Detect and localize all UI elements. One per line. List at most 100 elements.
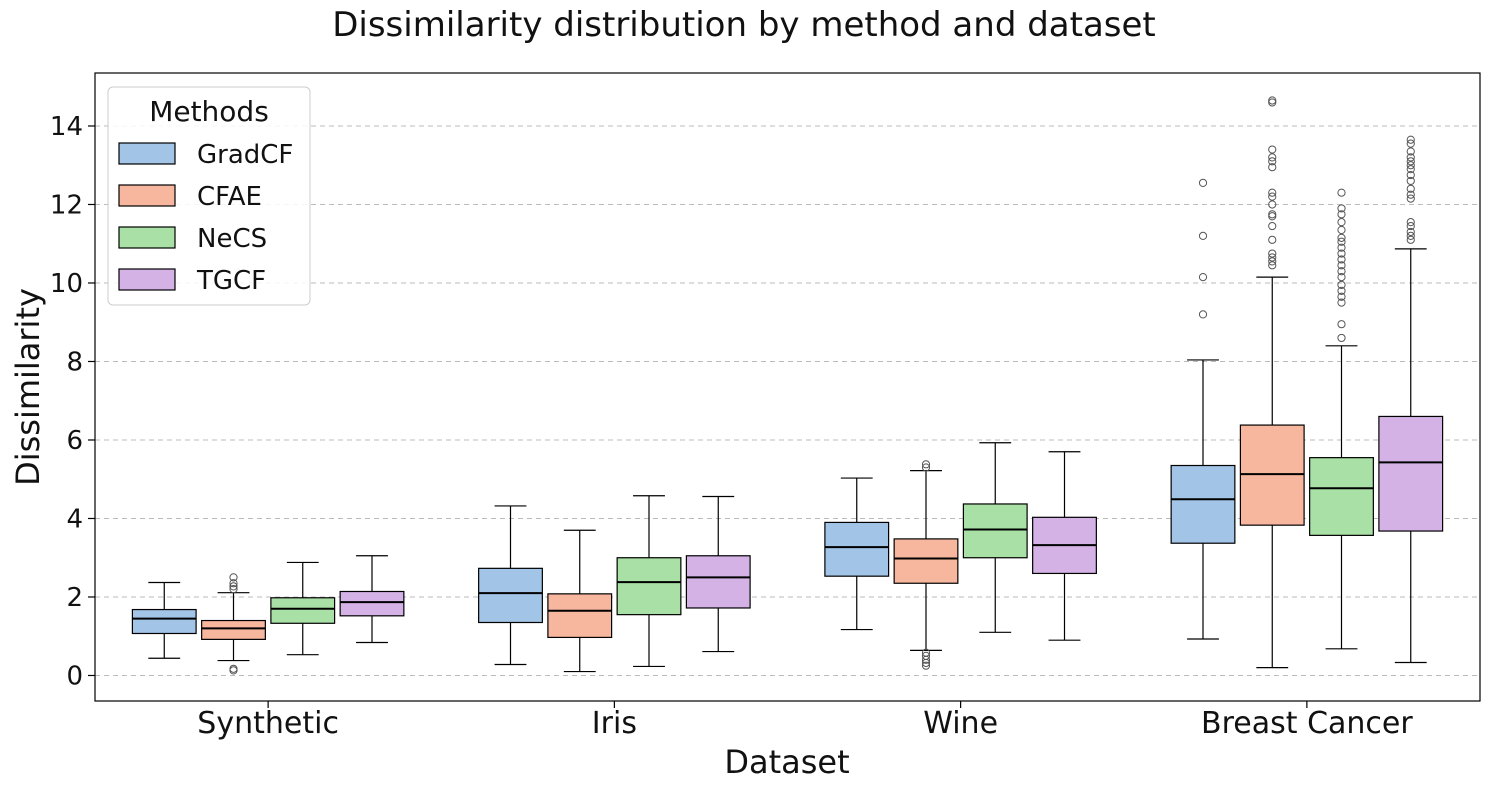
outlier-point [1406, 161, 1415, 170]
boxes [131, 96, 1444, 675]
outlier-point [1268, 210, 1277, 219]
box-necs-breast-cancer [1309, 188, 1374, 650]
box-iqr [616, 557, 682, 616]
x-axis: Synthetic Iris Wine Breast Cancer [197, 701, 1413, 741]
box-iqr [547, 593, 613, 639]
outlier-point [1268, 253, 1277, 262]
outlier-point [1268, 98, 1277, 107]
y-axis-label: Dissimilarity [9, 288, 47, 486]
outlier-point [1406, 139, 1415, 148]
box-tgcf-breast-cancer [1378, 135, 1444, 664]
chart-title: Dissimilarity distribution by method and… [332, 5, 1156, 45]
box-cfae-synthetic [201, 573, 266, 675]
legend-swatch [118, 184, 176, 207]
x-tick-label: Iris [592, 706, 637, 741]
outlier-point [1268, 163, 1277, 172]
outlier-point [1198, 231, 1208, 240]
box-iqr [962, 503, 1028, 559]
outlier-point [1337, 210, 1346, 219]
outlier-point [1406, 165, 1415, 174]
outlier-point [1268, 200, 1277, 209]
outlier-point [1268, 235, 1277, 244]
box-necs-synthetic [270, 561, 336, 656]
plot-frame [94, 72, 1481, 702]
y-tick-label: 12 [50, 190, 83, 220]
outlier-point [1337, 225, 1346, 235]
outlier-point [1337, 280, 1346, 290]
legend: Methods GradCF CFAE NeCS TGCF [107, 86, 311, 306]
y-tick-label: 6 [66, 426, 83, 456]
outlier-point [1268, 212, 1277, 221]
outlier-point [1337, 292, 1346, 301]
box-gradcf-breast-cancer [1170, 178, 1236, 640]
outlier-point [921, 648, 931, 657]
y-axis: 0 2 4 6 8 10 12 14 [50, 112, 95, 691]
outlier-point [1268, 145, 1277, 154]
outlier-point [229, 585, 238, 594]
outlier-point [1268, 257, 1277, 266]
legend-label: TGCF [196, 266, 266, 296]
outlier-point [1337, 237, 1346, 246]
outlier-point [1337, 255, 1346, 264]
x-tick-label: Breast Cancer [1201, 706, 1413, 741]
box-iqr [201, 619, 266, 640]
outlier-point [1337, 243, 1346, 252]
outlier-point [1406, 147, 1415, 156]
box-iqr [478, 567, 543, 624]
y-tick-label: 14 [50, 112, 83, 142]
outlier-point [1406, 235, 1415, 244]
outlier-point [1337, 261, 1346, 270]
box-cfae-wine [893, 460, 959, 670]
outlier-point [1337, 333, 1346, 343]
outlier-point [1198, 273, 1208, 282]
outlier-point [1268, 153, 1277, 162]
legend-item-gradcf: GradCF [118, 140, 293, 170]
x-tick-label: Synthetic [197, 706, 339, 741]
outlier-point [1406, 135, 1415, 144]
legend-swatch [118, 226, 176, 249]
outlier-point [1268, 188, 1277, 197]
outlier-point [1337, 286, 1346, 295]
box-iqr [685, 555, 751, 609]
outlier-point [921, 463, 931, 472]
outlier-point [1268, 96, 1277, 105]
outlier-point [1406, 227, 1415, 237]
outlier-point [1337, 188, 1346, 197]
box-gradcf-synthetic [131, 581, 197, 659]
box-gradcf-iris [478, 505, 543, 666]
legend-frame [107, 86, 311, 306]
outlier-point [1337, 204, 1346, 213]
outlier-point [1406, 153, 1415, 162]
y-tick-label: 10 [50, 269, 83, 299]
outlier-point [1406, 231, 1415, 240]
x-tick-label: Wine [923, 706, 998, 741]
box-iqr [1309, 457, 1374, 536]
legend-swatch [118, 268, 176, 291]
y-tick-label: 8 [66, 347, 83, 377]
box-necs-wine [962, 442, 1028, 633]
outlier-point [229, 579, 238, 588]
box-iqr [339, 590, 405, 617]
legend-swatch [118, 142, 176, 165]
y-tick-label: 2 [66, 583, 83, 613]
outlier-point [1406, 194, 1415, 203]
outlier-point [1406, 157, 1415, 166]
outlier-point [921, 651, 931, 660]
box-tgcf-wine [1032, 451, 1097, 641]
outlier-point [1406, 218, 1415, 227]
legend-label: GradCF [197, 140, 293, 170]
box-iqr [1378, 415, 1444, 532]
box-iqr [824, 521, 890, 577]
outlier-point [1406, 184, 1415, 193]
outlier-point [1406, 221, 1415, 231]
outlier-point [229, 664, 238, 673]
legend-label: NeCS [197, 224, 267, 254]
box-gradcf-wine [824, 477, 890, 631]
box-tgcf-synthetic [339, 555, 405, 644]
outlier-point [1337, 298, 1346, 307]
box-cfae-breast-cancer [1239, 96, 1305, 669]
box-iqr [1170, 464, 1236, 544]
outlier-point [1406, 176, 1415, 186]
legend-title: Methods [149, 95, 269, 128]
